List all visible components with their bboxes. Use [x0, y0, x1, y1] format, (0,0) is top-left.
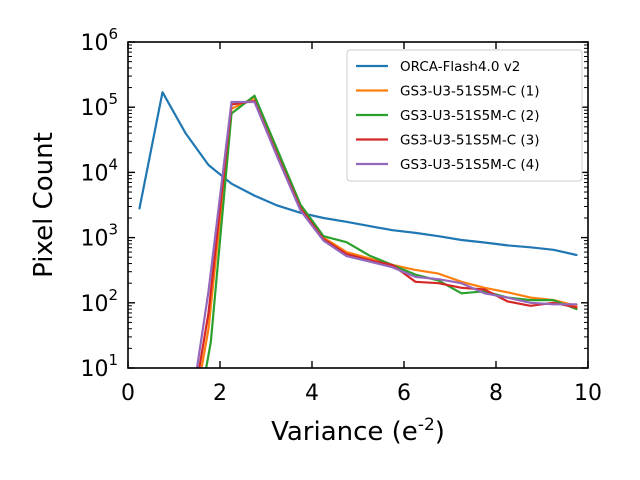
x-axis-label: Variance (e-2) — [271, 415, 445, 447]
x-tick-label: 8 — [489, 381, 503, 406]
y-tick-label-exponent: 5 — [108, 90, 118, 108]
legend-label-4: GS3-U3-51S5M-C (3) — [400, 133, 540, 149]
legend-label-1: ORCA-Flash4.0 v2 — [400, 59, 520, 75]
y-tick-label-base: 10 — [80, 227, 108, 252]
y-tick-label-exponent: 6 — [108, 25, 118, 43]
y-tick-label: 105 — [80, 90, 118, 121]
legend-label-3: GS3-U3-51S5M-C (2) — [400, 108, 540, 124]
y-tick-label: 104 — [80, 155, 118, 186]
y-tick-label: 102 — [80, 286, 118, 317]
legend: ORCA-Flash4.0 v2 GS3-U3-51S5M-C (1) GS3-U3… — [346, 49, 583, 182]
x-tick-label: 2 — [213, 381, 227, 406]
x-tick-label: 10 — [574, 381, 602, 406]
legend-label-5: GS3-U3-51S5M-C (4) — [400, 157, 540, 173]
y-tick-label: 101 — [80, 351, 118, 382]
x-tick-label: 6 — [397, 381, 411, 406]
y-tick-label-exponent: 2 — [108, 286, 118, 304]
y-tick-label: 103 — [80, 221, 118, 252]
series-line-5 — [195, 100, 578, 368]
x-tick-label: 4 — [305, 381, 319, 406]
y-tick-label-base: 10 — [80, 357, 108, 382]
y-axis-label: Pixel Count — [29, 132, 59, 278]
legend-box — [346, 49, 583, 182]
plot-frame — [127, 41, 589, 369]
x-axis-label-superscript: -2 — [418, 415, 435, 435]
x-tick-label: 0 — [121, 381, 135, 406]
y-tick-label-exponent: 3 — [108, 221, 118, 239]
y-tick-label-base: 10 — [80, 31, 108, 56]
y-tick-label-exponent: 1 — [108, 351, 118, 369]
y-tick-label: 106 — [80, 25, 118, 56]
y-tick-label-base: 10 — [80, 292, 108, 317]
x-axis-label-close: ) — [435, 417, 445, 447]
y-tick-label-exponent: 4 — [108, 155, 118, 173]
y-tick-label-base: 10 — [80, 161, 108, 186]
series-line-1 — [138, 91, 578, 257]
y-tick-label-base: 10 — [80, 96, 108, 121]
legend-label-2: GS3-U3-51S5M-C (1) — [400, 84, 540, 100]
series-layer — [138, 91, 578, 368]
